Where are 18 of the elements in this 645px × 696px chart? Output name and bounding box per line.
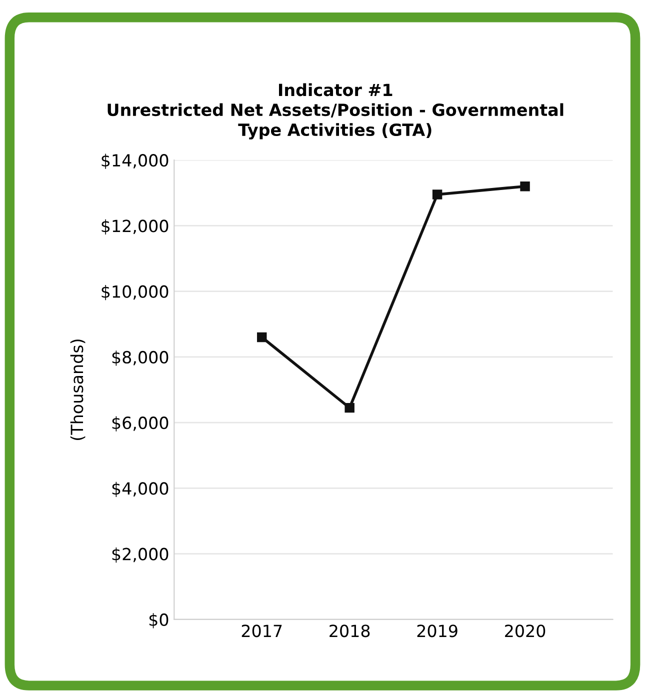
y-tick-label: $6,000 [112, 416, 168, 432]
point [344, 402, 354, 413]
x-tick-label: 2020 [505, 624, 546, 638]
y-axis-title: (Thousands) [70, 340, 86, 440]
y-tick-label: $0 [149, 613, 168, 628]
y-tick-label: $12,000 [102, 219, 168, 234]
point [520, 181, 530, 192]
point [257, 332, 267, 342]
x-tick-label: 2018 [330, 624, 370, 638]
x-tick-label: 2019 [417, 624, 458, 638]
y-tick-label: $2,000 [112, 547, 168, 563]
y-tick-label: $10,000 [102, 284, 168, 300]
y-tick-label: $8,000 [112, 350, 168, 366]
chart-title: Indicator #1 Unrestricted Net Assets/Position - Governmental Type Activities (GTA) [108, 83, 564, 140]
x-tick-label: 2017 [242, 624, 282, 638]
y-tick-label: $4,000 [112, 482, 168, 497]
point [432, 190, 442, 200]
y-tick-label: $14,000 [102, 154, 168, 169]
